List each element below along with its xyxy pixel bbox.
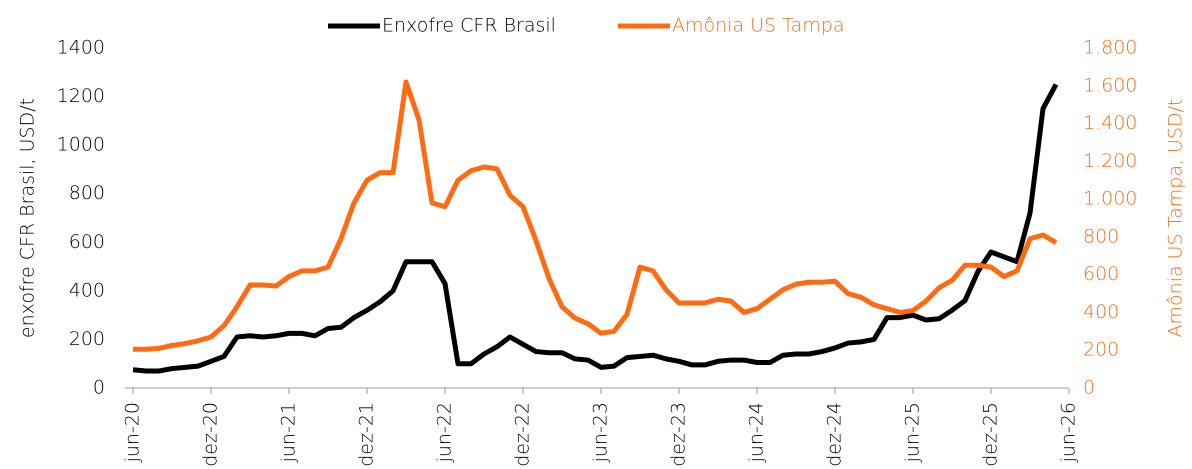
y2-tick-label: 0 <box>1083 377 1095 399</box>
y-tick-label: 200 <box>69 328 105 350</box>
x-tick-label: jun-21 <box>278 402 300 463</box>
x-tick-label: jun-25 <box>902 402 924 463</box>
y2-tick-label: 600 <box>1083 263 1119 285</box>
x-tick-label: dez-22 <box>512 402 534 467</box>
x-tick-label: dez-25 <box>980 402 1002 467</box>
y-axis-label: enxofre CFR Brasil, USD/t <box>17 98 39 338</box>
x-tick-label: jun-22 <box>434 402 456 463</box>
y2-tick-label: 800 <box>1083 225 1119 247</box>
y2-tick-label: 1.200 <box>1083 150 1137 172</box>
x-tick-label: dez-24 <box>824 402 846 467</box>
x-tick-label: dez-20 <box>200 402 222 467</box>
legend-label: Enxofre CFR Brasil <box>382 15 556 37</box>
x-tick-label: jun-24 <box>746 402 768 463</box>
y-tick-label: 1400 <box>57 37 105 59</box>
x-tick-label: dez-21 <box>356 402 378 467</box>
y-tick-label: 0 <box>93 377 105 399</box>
y2-axis-label: Amônia US Tampa, USD/t <box>1165 99 1187 338</box>
y2-tick-label: 1.600 <box>1083 74 1137 96</box>
x-tick-label: dez-23 <box>668 402 690 467</box>
y2-tick-label: 1.000 <box>1083 188 1137 210</box>
x-tick-label: jun-20 <box>122 402 144 463</box>
y-tick-label: 400 <box>69 279 105 301</box>
y-tick-label: 1200 <box>57 85 105 107</box>
x-tick-label: jun-26 <box>1058 402 1080 463</box>
series-line <box>133 79 1058 352</box>
y2-tick-label: 200 <box>1083 339 1119 361</box>
y-tick-label: 800 <box>69 182 105 204</box>
y2-tick-label: 1.400 <box>1083 112 1137 134</box>
y2-tick-label: 400 <box>1083 301 1119 323</box>
series-line <box>132 83 1059 374</box>
y-tick-label: 1000 <box>57 134 105 156</box>
x-tick-label: jun-23 <box>590 402 612 463</box>
y2-tick-label: 1.800 <box>1083 37 1137 59</box>
y-tick-label: 600 <box>69 231 105 253</box>
legend-label: Amônia US Tampa <box>672 15 844 37</box>
